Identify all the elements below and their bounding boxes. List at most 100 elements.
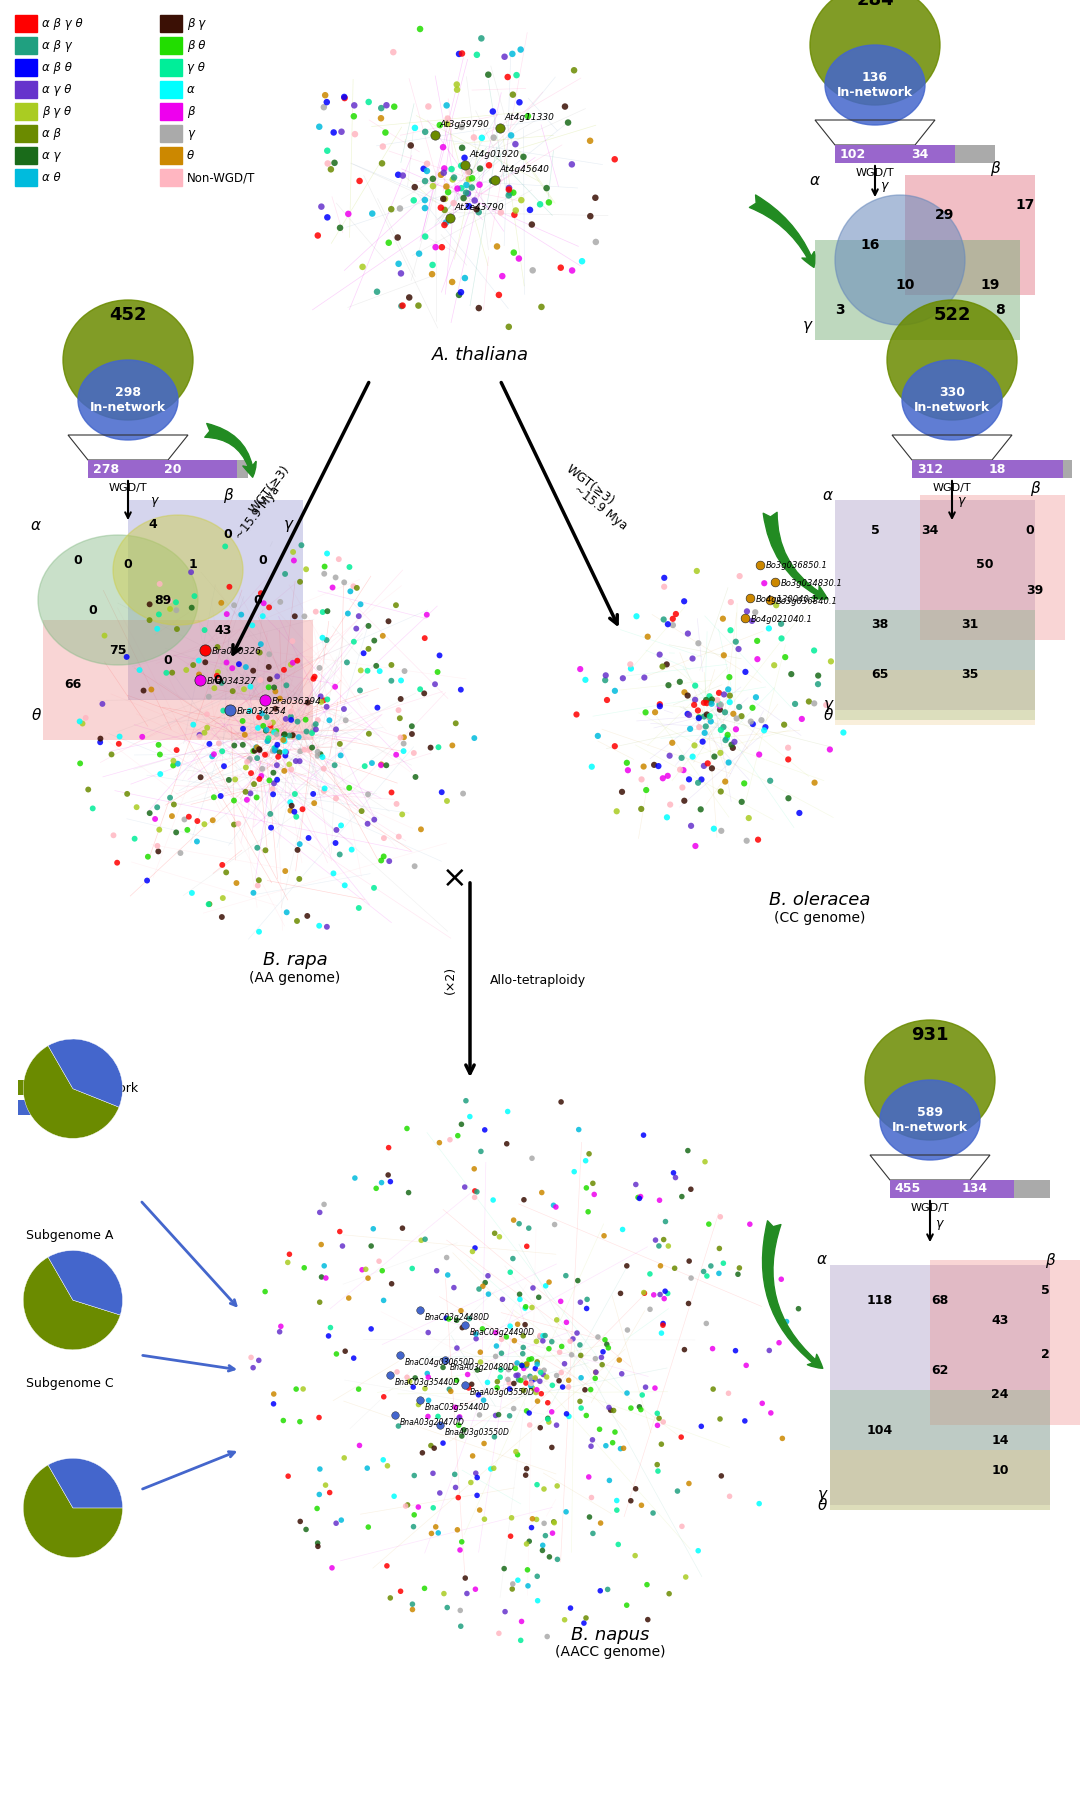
- Point: [577, 665, 594, 694]
- Point: [327, 716, 345, 744]
- Point: [418, 600, 435, 629]
- Text: At3g59790: At3g59790: [438, 119, 489, 128]
- Point: [453, 112, 470, 141]
- Point: [278, 705, 295, 734]
- Point: [727, 716, 744, 744]
- Point: [416, 679, 433, 708]
- Text: 451: 451: [42, 1202, 68, 1214]
- Point: [503, 40, 521, 69]
- Point: [418, 150, 435, 179]
- Point: [476, 1115, 494, 1144]
- Point: [268, 719, 285, 748]
- Point: [450, 1411, 468, 1440]
- Point: [238, 652, 255, 681]
- Point: [386, 1482, 403, 1511]
- Point: [260, 672, 278, 701]
- Point: [456, 264, 473, 293]
- Point: [809, 670, 826, 699]
- Point: [431, 1128, 448, 1156]
- Point: [417, 166, 434, 195]
- Point: [401, 284, 418, 313]
- Bar: [15, 103, 37, 119]
- Point: [523, 1372, 540, 1400]
- Point: [431, 1411, 448, 1440]
- Point: [419, 1317, 436, 1346]
- Point: [778, 1306, 795, 1335]
- Point: [474, 1272, 491, 1301]
- Point: [508, 195, 525, 224]
- Point: [210, 658, 227, 687]
- Point: [197, 649, 214, 678]
- Point: [471, 170, 488, 199]
- Point: [309, 705, 326, 734]
- Point: [315, 92, 333, 121]
- Point: [521, 1527, 538, 1556]
- Text: β γ: β γ: [187, 16, 205, 31]
- Text: 65: 65: [872, 669, 889, 681]
- Point: [77, 703, 94, 732]
- Point: [253, 578, 270, 607]
- Point: [388, 790, 405, 819]
- Point: [469, 40, 486, 69]
- Point: [528, 1471, 545, 1500]
- Point: [359, 1453, 376, 1482]
- Point: [500, 173, 517, 202]
- Point: [256, 1278, 273, 1306]
- Point: [450, 40, 468, 69]
- Point: [348, 573, 365, 602]
- Point: [341, 553, 359, 582]
- Text: 589
In-network: 589 In-network: [892, 1106, 968, 1135]
- Point: [720, 663, 738, 692]
- Point: [141, 799, 159, 828]
- Point: [455, 184, 472, 213]
- Point: [756, 716, 773, 744]
- Point: [417, 222, 434, 251]
- Text: 330
In-network: 330 In-network: [914, 387, 990, 414]
- Point: [731, 562, 748, 591]
- Point: [402, 130, 419, 159]
- Point: [378, 1552, 395, 1581]
- Point: [436, 211, 454, 240]
- Point: [639, 1605, 657, 1634]
- Point: [491, 114, 509, 143]
- Text: Out-of-network: Out-of-network: [44, 1082, 138, 1095]
- Text: 4: 4: [45, 1491, 54, 1505]
- Point: [684, 743, 701, 772]
- Point: [490, 1619, 508, 1648]
- Point: [424, 1493, 442, 1521]
- Bar: [160, 36, 183, 54]
- Point: [780, 744, 797, 773]
- Point: [677, 1563, 694, 1592]
- Point: [373, 750, 390, 779]
- Point: [723, 587, 740, 616]
- Point: [309, 1494, 326, 1523]
- Point: [103, 741, 120, 770]
- Point: [671, 667, 688, 696]
- Text: 0: 0: [258, 553, 268, 567]
- Point: [204, 806, 221, 835]
- Point: [379, 1160, 396, 1189]
- Point: [311, 112, 328, 141]
- Point: [711, 690, 728, 719]
- Point: [242, 779, 259, 808]
- Point: [417, 1225, 434, 1254]
- Point: [572, 1341, 590, 1370]
- Point: [350, 893, 367, 922]
- Text: Allo-tetraploidy: Allo-tetraploidy: [490, 974, 586, 987]
- Point: [353, 797, 370, 826]
- Point: [650, 752, 667, 781]
- Point: [311, 654, 328, 683]
- Point: [308, 716, 325, 744]
- Point: [413, 1225, 430, 1254]
- Point: [326, 750, 343, 779]
- Point: [332, 213, 349, 242]
- Point: [504, 179, 522, 208]
- Point: [694, 726, 712, 755]
- Point: [453, 676, 470, 705]
- Point: [527, 1353, 544, 1382]
- Point: [443, 155, 460, 184]
- Point: [330, 544, 348, 573]
- Text: 62: 62: [931, 1364, 948, 1377]
- Text: A. thaliana: A. thaliana: [432, 345, 528, 363]
- Point: [569, 1267, 586, 1296]
